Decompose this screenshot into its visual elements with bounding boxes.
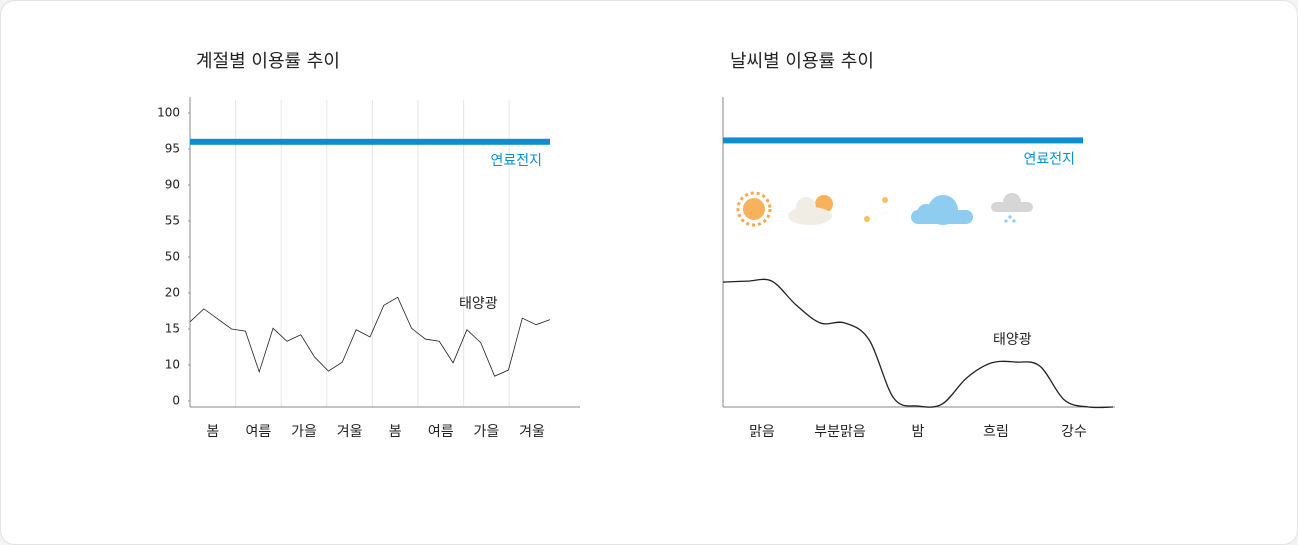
rain-cloud-icon xyxy=(991,193,1033,223)
y-tick-label: 100 xyxy=(157,106,180,120)
series-line xyxy=(189,296,551,377)
weather-icons xyxy=(736,191,1033,227)
sun-icon xyxy=(736,191,772,227)
y-tick-label: 50 xyxy=(165,250,180,264)
cloud-sun-icon xyxy=(788,195,833,225)
chart-title: 날씨별 이용률 추이 xyxy=(730,51,874,72)
x-tick-label: 봄 xyxy=(206,424,219,440)
x-tick-label: 겨울 xyxy=(519,424,545,440)
series-line xyxy=(722,278,1114,409)
y-tick-label: 15 xyxy=(165,322,180,336)
reference-band xyxy=(190,138,550,145)
series-label: 연료전지 xyxy=(490,153,542,169)
x-tick-label: 여름 xyxy=(428,424,454,440)
x-tick-label: 흐림 xyxy=(983,424,1009,440)
x-tick-label: 겨울 xyxy=(337,424,363,440)
x-tick-label: 밤 xyxy=(912,424,925,440)
cloud-icon xyxy=(911,195,973,225)
x-tick-label: 가을 xyxy=(474,424,500,440)
reference-band xyxy=(723,137,1083,144)
y-tick-label: 90 xyxy=(165,178,180,192)
y-tick-label: 0 xyxy=(172,394,180,408)
x-tick-label: 부분맑음 xyxy=(814,424,866,440)
y-tick-label: 10 xyxy=(165,358,180,372)
y-tick-label: 95 xyxy=(165,142,180,156)
series-label: 태양광 xyxy=(993,332,1032,348)
x-tick-label: 가을 xyxy=(291,424,317,440)
x-tick-label: 맑음 xyxy=(749,424,775,440)
y-tick-label: 20 xyxy=(165,286,180,300)
series-label: 연료전지 xyxy=(1023,151,1075,167)
x-tick-label: 강수 xyxy=(1061,424,1087,440)
chart-title: 계절별 이용률 추이 xyxy=(196,51,340,72)
x-tick-label: 여름 xyxy=(246,424,272,440)
x-tick-label: 봄 xyxy=(389,424,402,440)
series-label: 태양광 xyxy=(459,296,498,312)
y-tick-label: 55 xyxy=(165,214,180,228)
moon-icon xyxy=(864,192,892,222)
